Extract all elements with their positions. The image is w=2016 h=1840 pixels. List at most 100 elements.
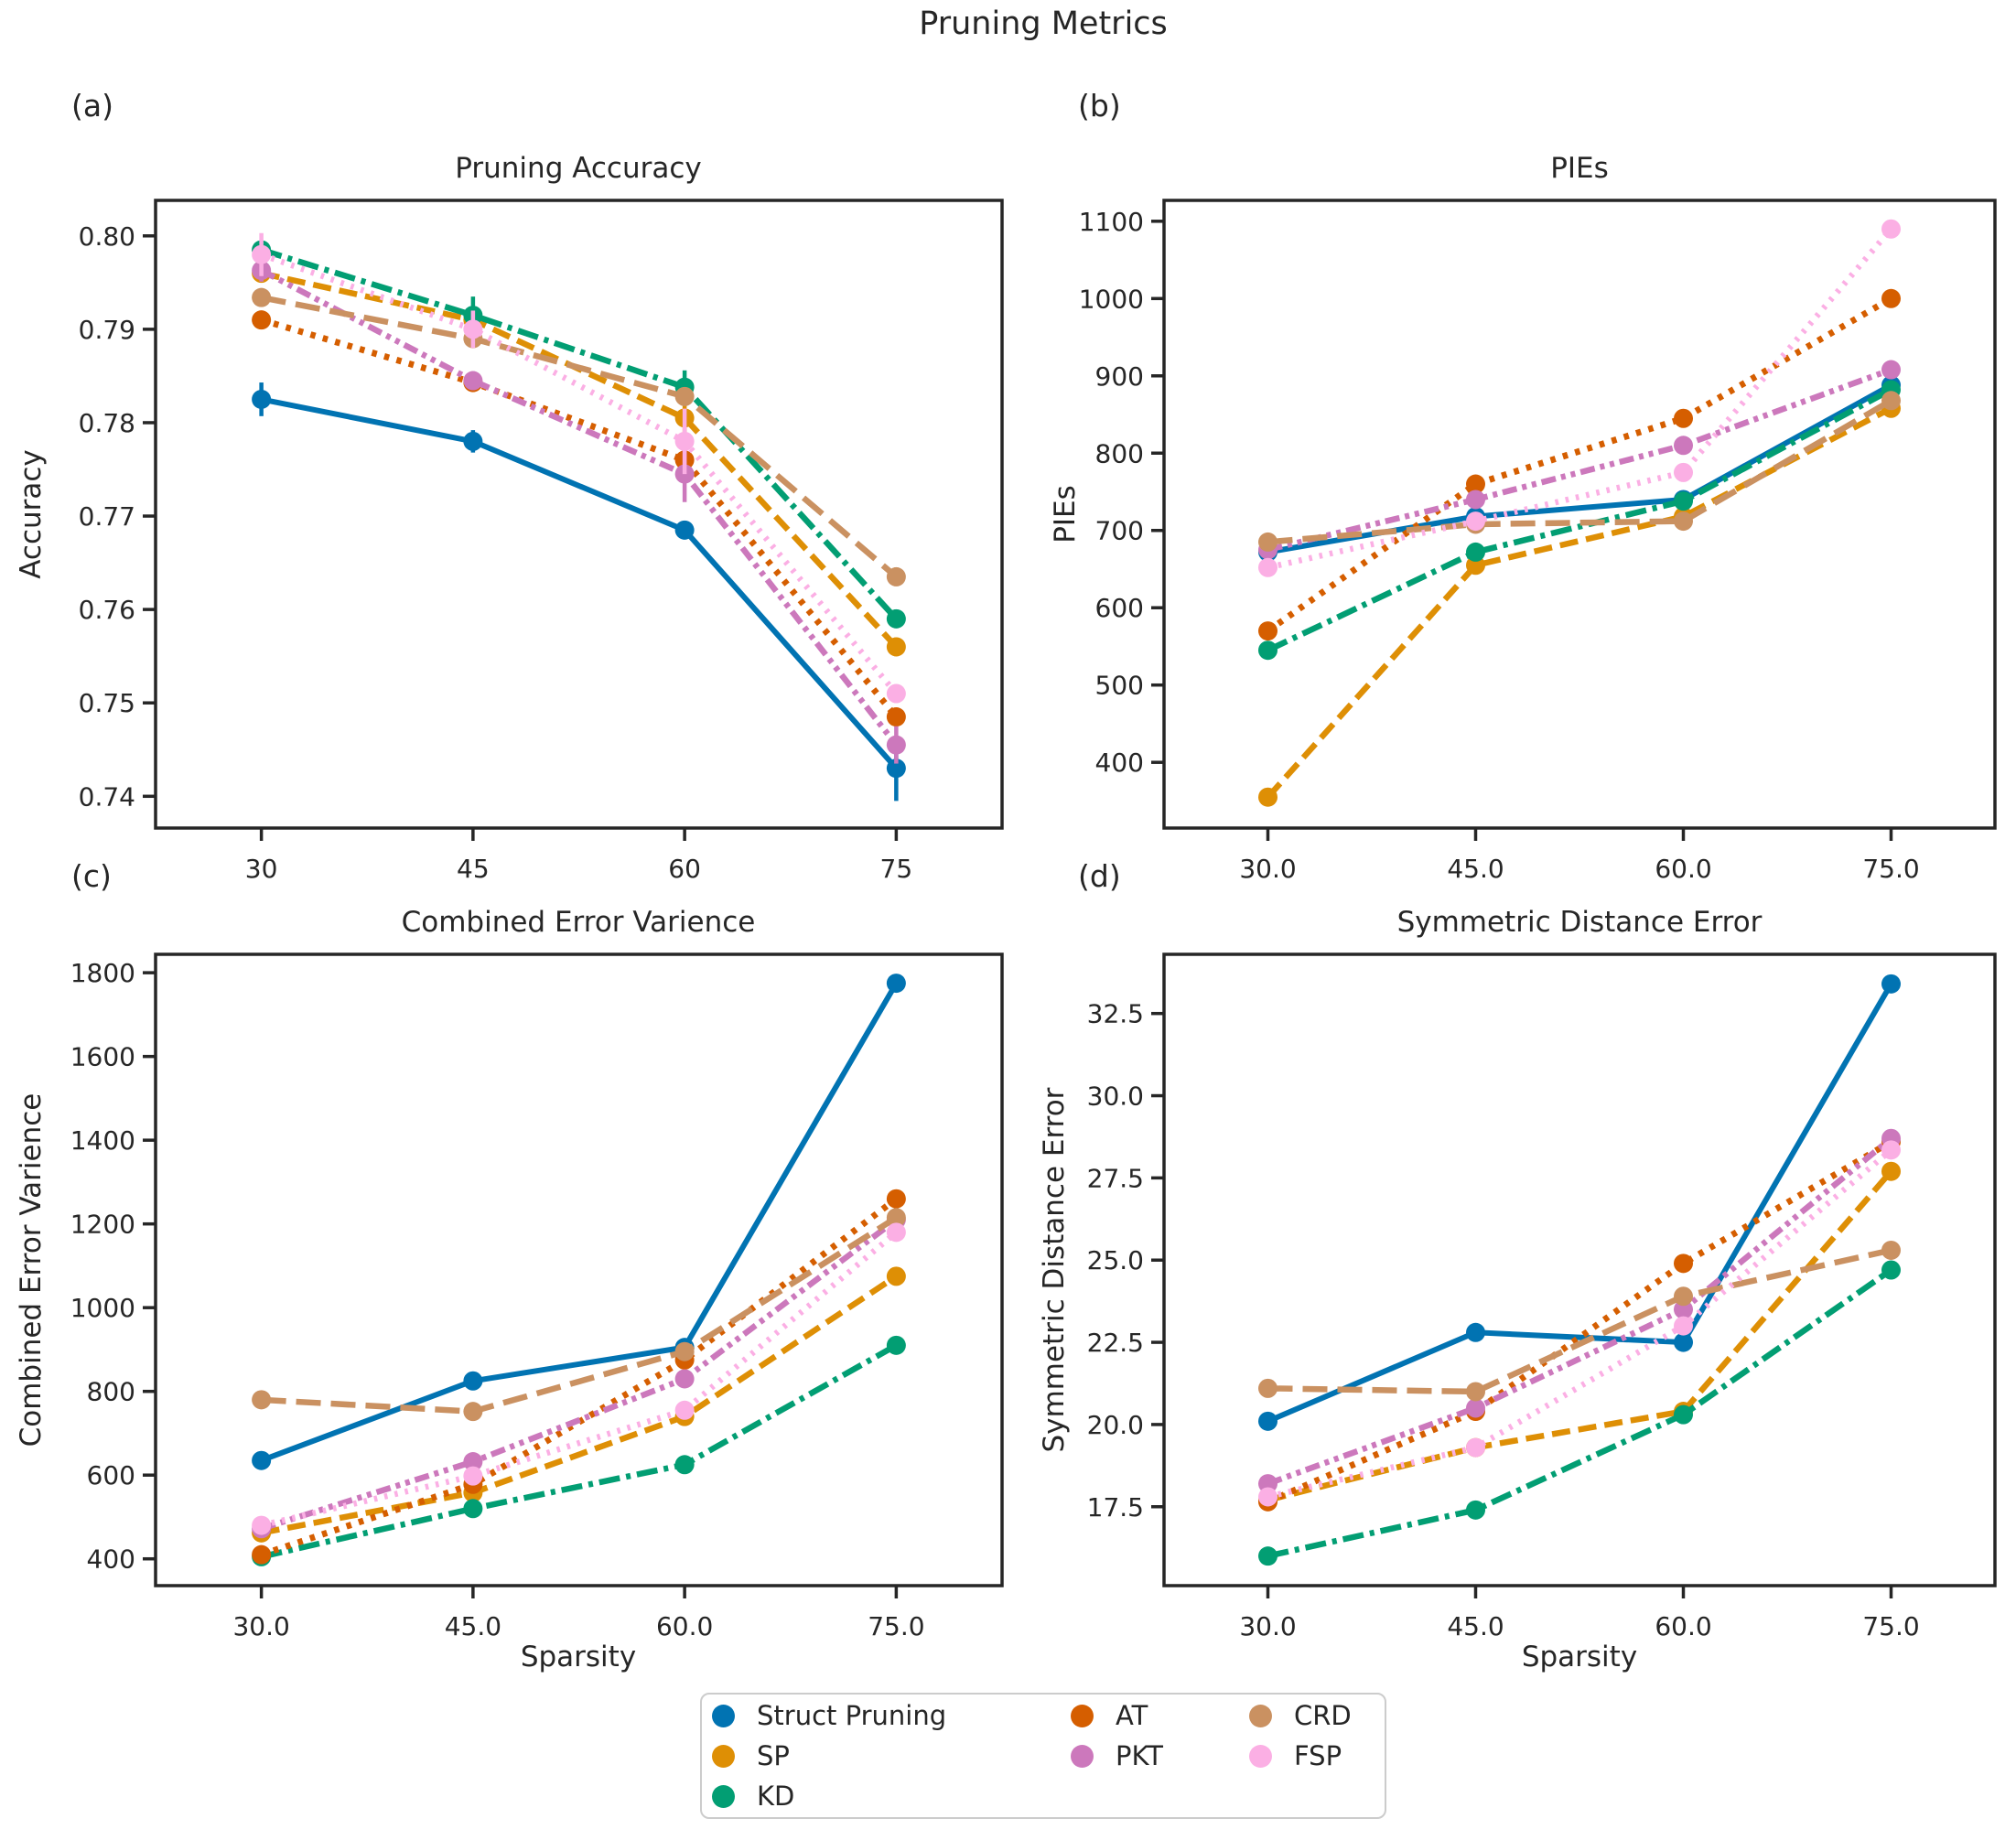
- y-tick-label: 400: [1095, 748, 1144, 778]
- x-tick-label: 75: [880, 854, 913, 884]
- series-marker-Struct Pruning: [886, 759, 906, 779]
- series-line-KD: [260, 1342, 898, 1560]
- legend-item-at: AT: [1071, 1695, 1148, 1736]
- series-marker-SP: [252, 1523, 272, 1543]
- y-tick-label: 800: [87, 1377, 135, 1407]
- series-marker-Struct Pruning: [1881, 375, 1901, 395]
- y-tick-label: 400: [87, 1544, 135, 1575]
- series-marker-PKT: [1258, 540, 1278, 560]
- series-marker-AT: [1466, 474, 1485, 494]
- series-marker-Struct Pruning: [463, 431, 483, 451]
- series-marker-Struct Pruning: [252, 1450, 272, 1470]
- series-marker-KD: [1881, 380, 1901, 400]
- series-marker-AT: [463, 1474, 483, 1494]
- legend-item-struct-pruning: Struct Pruning: [712, 1695, 946, 1736]
- series-marker-SP: [1674, 507, 1693, 527]
- series-marker-CRD: [886, 566, 906, 586]
- panel-label-b: (b): [1078, 88, 1121, 124]
- series-marker-SP: [1466, 555, 1485, 576]
- series-marker-PKT: [252, 261, 272, 281]
- x-tick-label: 60.0: [1655, 854, 1711, 884]
- series-marker-FSP: [252, 1515, 272, 1535]
- series-marker-KD: [463, 1499, 483, 1519]
- series-marker-PKT: [1258, 1474, 1278, 1494]
- series-marker-PKT: [886, 1210, 906, 1230]
- x-tick-label: 75.0: [1862, 854, 1919, 884]
- series-marker-FSP: [886, 1222, 906, 1243]
- series-line-KD: [260, 246, 899, 621]
- legend-marker-icon: [1071, 1744, 1094, 1768]
- series-line-PKT: [260, 1217, 899, 1532]
- series-marker-AT: [886, 707, 906, 727]
- series-marker-KD: [674, 377, 695, 397]
- series-marker-SP: [1881, 1161, 1901, 1181]
- series-line-FSP: [1267, 227, 1893, 571]
- subplot-title-c: Combined Error Varience: [401, 906, 756, 939]
- series-line-SP: [1266, 405, 1893, 800]
- series-marker-Struct Pruning: [674, 520, 695, 540]
- series-marker-KD: [252, 240, 272, 260]
- y-tick-label: 20.0: [1087, 1410, 1144, 1440]
- series-marker-SP: [1258, 1490, 1278, 1511]
- panel-label-d: (d): [1078, 858, 1121, 894]
- series-line-FSP: [260, 1230, 899, 1529]
- series-marker-KD: [1258, 640, 1278, 661]
- x-tick-label: 30: [245, 854, 278, 884]
- x-tick-label: 45.0: [1447, 1611, 1504, 1641]
- series-marker-AT: [1881, 1132, 1901, 1152]
- x-tick-label: 75.0: [1862, 1611, 1919, 1641]
- series-marker-FSP: [674, 431, 695, 451]
- series-marker-FSP: [1258, 1487, 1278, 1507]
- series-line-Struct Pruning: [261, 396, 899, 770]
- series-marker-KD: [1881, 1260, 1901, 1280]
- series-marker-SP: [1466, 1437, 1485, 1458]
- series-marker-FSP: [674, 1400, 695, 1420]
- series-marker-KD: [1674, 1404, 1693, 1425]
- series-marker-CRD: [674, 1341, 695, 1361]
- series-marker-AT: [463, 372, 483, 393]
- legend-item-kd: KD: [712, 1776, 794, 1816]
- series-marker-PKT: [252, 1519, 272, 1539]
- series-line-AT: [1266, 296, 1893, 634]
- series-marker-FSP: [463, 319, 483, 339]
- y-tick-label: 0.77: [79, 501, 135, 532]
- y-tick-label: 1200: [70, 1210, 135, 1240]
- series-marker-PKT: [1466, 1398, 1485, 1418]
- series-marker-FSP: [1466, 511, 1485, 532]
- series-marker-CRD: [1466, 1382, 1485, 1402]
- series-marker-FSP: [1674, 462, 1693, 482]
- legend: [700, 1693, 1386, 1819]
- series-marker-KD: [1466, 1500, 1485, 1520]
- series-marker-CRD: [463, 1402, 483, 1422]
- y-tick-label: 900: [1095, 361, 1144, 392]
- x-tick-label: 30.0: [232, 1611, 289, 1641]
- y-tick-label: 30.0: [1087, 1081, 1144, 1112]
- x-tick-label: 60: [668, 854, 701, 884]
- series-line-PKT: [260, 267, 899, 748]
- y-tick-label: 0.79: [79, 315, 135, 345]
- series-marker-Struct Pruning: [463, 1371, 483, 1391]
- series-marker-CRD: [1258, 532, 1278, 552]
- series-line-SP: [1267, 1169, 1893, 1503]
- series-marker-SP: [1258, 787, 1278, 807]
- axes-frame: [154, 952, 1004, 1587]
- series-line-Struct Pruning: [1267, 982, 1894, 1425]
- series-line-FSP: [1267, 1147, 1893, 1501]
- series-line-KD: [1267, 1267, 1893, 1559]
- series-marker-Struct Pruning: [252, 389, 272, 409]
- legend-item-crd: CRD: [1249, 1695, 1352, 1736]
- series-marker-PKT: [674, 464, 695, 484]
- series-line-CRD: [1267, 1247, 1892, 1395]
- panel-label-a: (a): [71, 88, 113, 124]
- series-marker-CRD: [1674, 1286, 1693, 1307]
- y-tick-label: 1400: [70, 1125, 135, 1156]
- axes-frame: [1162, 199, 1997, 830]
- series-marker-CRD: [1258, 1378, 1278, 1398]
- y-tick-label: 1100: [1079, 207, 1144, 237]
- series-marker-SP: [886, 637, 906, 657]
- y-tick-label: 25.0: [1087, 1245, 1144, 1275]
- x-tick-label: 75.0: [868, 1611, 924, 1641]
- series-line-CRD: [261, 294, 899, 579]
- series-marker-AT: [1881, 288, 1901, 308]
- series-marker-AT: [1466, 1402, 1485, 1422]
